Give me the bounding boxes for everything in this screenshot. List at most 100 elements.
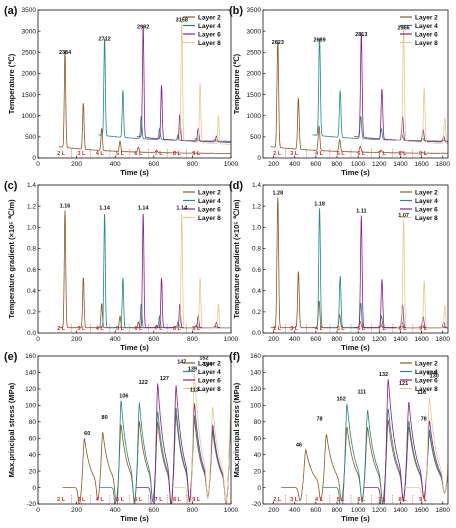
layer-label: 3 L <box>290 151 299 157</box>
layer-label: 4 L <box>96 497 105 503</box>
x-tick-label: 600 <box>148 336 159 343</box>
x-tick-label: 200 <box>71 161 82 168</box>
y-axis-label: Max.principal stress (MPa) <box>7 382 16 477</box>
legend-entry: Layer 4 <box>198 23 221 30</box>
layer-label: 3 L <box>77 497 86 503</box>
x-tick-label: 1400 <box>393 507 408 514</box>
x-tick-label: 800 <box>332 161 343 168</box>
curves <box>62 373 231 504</box>
curves <box>281 379 448 504</box>
layer-label: 2 L <box>273 326 282 332</box>
layer-label: 8 L <box>173 151 182 157</box>
y-axis-label: Temperature gradient (×10⁵ ℃/m) <box>7 199 16 319</box>
x-tick-label: 200 <box>71 336 82 343</box>
series-line-layer-4 <box>312 208 448 329</box>
x-tick-label: 800 <box>332 507 343 514</box>
layer-label: 7 L <box>155 326 164 332</box>
plot-frame <box>262 9 449 159</box>
layer-label: 2 L <box>57 326 66 332</box>
x-tick-label: 1000 <box>351 161 366 168</box>
x-tick-label: 1000 <box>351 507 366 514</box>
y-tick-label: 2000 <box>22 71 37 78</box>
layer-label: 5 L <box>337 326 346 332</box>
legend-entry: Layer 8 <box>415 40 438 47</box>
data-label: 1.11 <box>356 209 366 215</box>
y-tick-label: 0.0 <box>27 330 36 337</box>
layer-label: 5 L <box>116 151 125 157</box>
y-tick-label: 20 <box>29 468 37 475</box>
plot-frame <box>37 355 232 505</box>
y-tick-label: 1000 <box>22 113 37 120</box>
data-label: 2992 <box>137 24 149 30</box>
y-tick-label: 100 <box>25 403 36 410</box>
plot-frame <box>37 184 232 334</box>
x-tick-label: 400 <box>289 507 300 514</box>
y-axis-label: Temperature gradient (×10⁵ ℃/m) <box>232 199 241 319</box>
data-label: 130 <box>430 374 439 380</box>
layer-label: 7 L <box>155 497 164 503</box>
layer-label: 7 L <box>378 151 387 157</box>
series-line-layer-4 <box>98 38 231 142</box>
y-tick-label: 2500 <box>22 49 37 56</box>
y-tick-label: 2500 <box>247 49 262 56</box>
legend-entry: Layer 2 <box>198 189 221 196</box>
y-tick-label: 0 <box>257 155 261 162</box>
y-tick-label: 20 <box>254 468 262 475</box>
data-label: 110 <box>417 390 426 396</box>
data-label: 144 <box>203 362 213 368</box>
panel-f: 200 400 600 800 1000 1200 1400 1600 1800 -20 0 20 40… <box>229 351 450 523</box>
legend-entry: Layer 2 <box>415 189 438 196</box>
layer-label: 3 L <box>77 326 86 332</box>
y-tick-label: 1.2 <box>252 203 261 210</box>
data-label: 152 <box>199 356 208 362</box>
x-tick-label: 200 <box>268 507 279 514</box>
layer-label: 5 L <box>116 326 125 332</box>
legend-entry: Layer 8 <box>198 215 221 222</box>
layer-label: 8 L <box>399 151 408 157</box>
legend-entry: Layer 6 <box>415 377 438 384</box>
legend-entry: Layer 8 <box>415 215 438 222</box>
layer-label: 2 L <box>57 497 66 503</box>
y-tick-label: 120 <box>250 386 261 393</box>
y-tick-label: 3000 <box>247 28 262 35</box>
y-tick-label: 80 <box>29 419 37 426</box>
x-tick-label: 400 <box>289 161 300 168</box>
legend-entry: Layer 4 <box>415 198 438 205</box>
x-tick-label: 0 <box>36 507 40 514</box>
legend-entry: Layer 4 <box>198 198 221 205</box>
y-axis-label: Temperature (℃) <box>7 53 16 114</box>
layer-label: 4 L <box>315 497 324 503</box>
series-line-layer-8 <box>396 219 448 329</box>
layer-label: 4 L <box>315 326 324 332</box>
layer-label: 7 L <box>378 497 387 503</box>
plot-frame <box>262 184 449 334</box>
layer-label: 2 L <box>273 151 282 157</box>
y-tick-label: 0.6 <box>252 267 261 274</box>
x-tick-label: 200 <box>268 336 279 343</box>
x-tick-label: 800 <box>187 161 198 168</box>
data-label: 60 <box>84 431 90 437</box>
layer-label: 9 L <box>419 497 428 503</box>
legend-entry: Layer 2 <box>415 14 438 21</box>
legend-entry: Layer 6 <box>198 377 221 384</box>
data-label: 121 <box>399 381 408 387</box>
layer-label: 9 L <box>419 151 428 157</box>
legend-entry: Layer 4 <box>415 23 438 30</box>
panel-a: 0 200 400 600 800 1000 0 500 1000 1500 2000 2500 300… <box>4 5 239 177</box>
data-label: 134 <box>427 370 437 376</box>
legend-entry: Layer 2 <box>198 360 221 367</box>
y-tick-label: 1.4 <box>252 182 261 189</box>
layer-label: 7 L <box>378 326 387 332</box>
data-label: 3158 <box>176 17 188 23</box>
layer-label: 8 L <box>173 326 182 332</box>
data-label: 1.14 <box>99 205 111 211</box>
x-axis-label: Time (s) <box>341 514 370 523</box>
series-line-layer-2 <box>58 50 231 154</box>
y-tick-label: 100 <box>250 403 261 410</box>
panel-label: (e) <box>4 351 18 363</box>
x-tick-label: 400 <box>110 336 121 343</box>
x-axis-label: Time (s) <box>120 168 149 177</box>
layer-label: 5 L <box>337 497 346 503</box>
data-label: 1.16 <box>60 203 71 209</box>
data-label: 80 <box>102 415 108 421</box>
